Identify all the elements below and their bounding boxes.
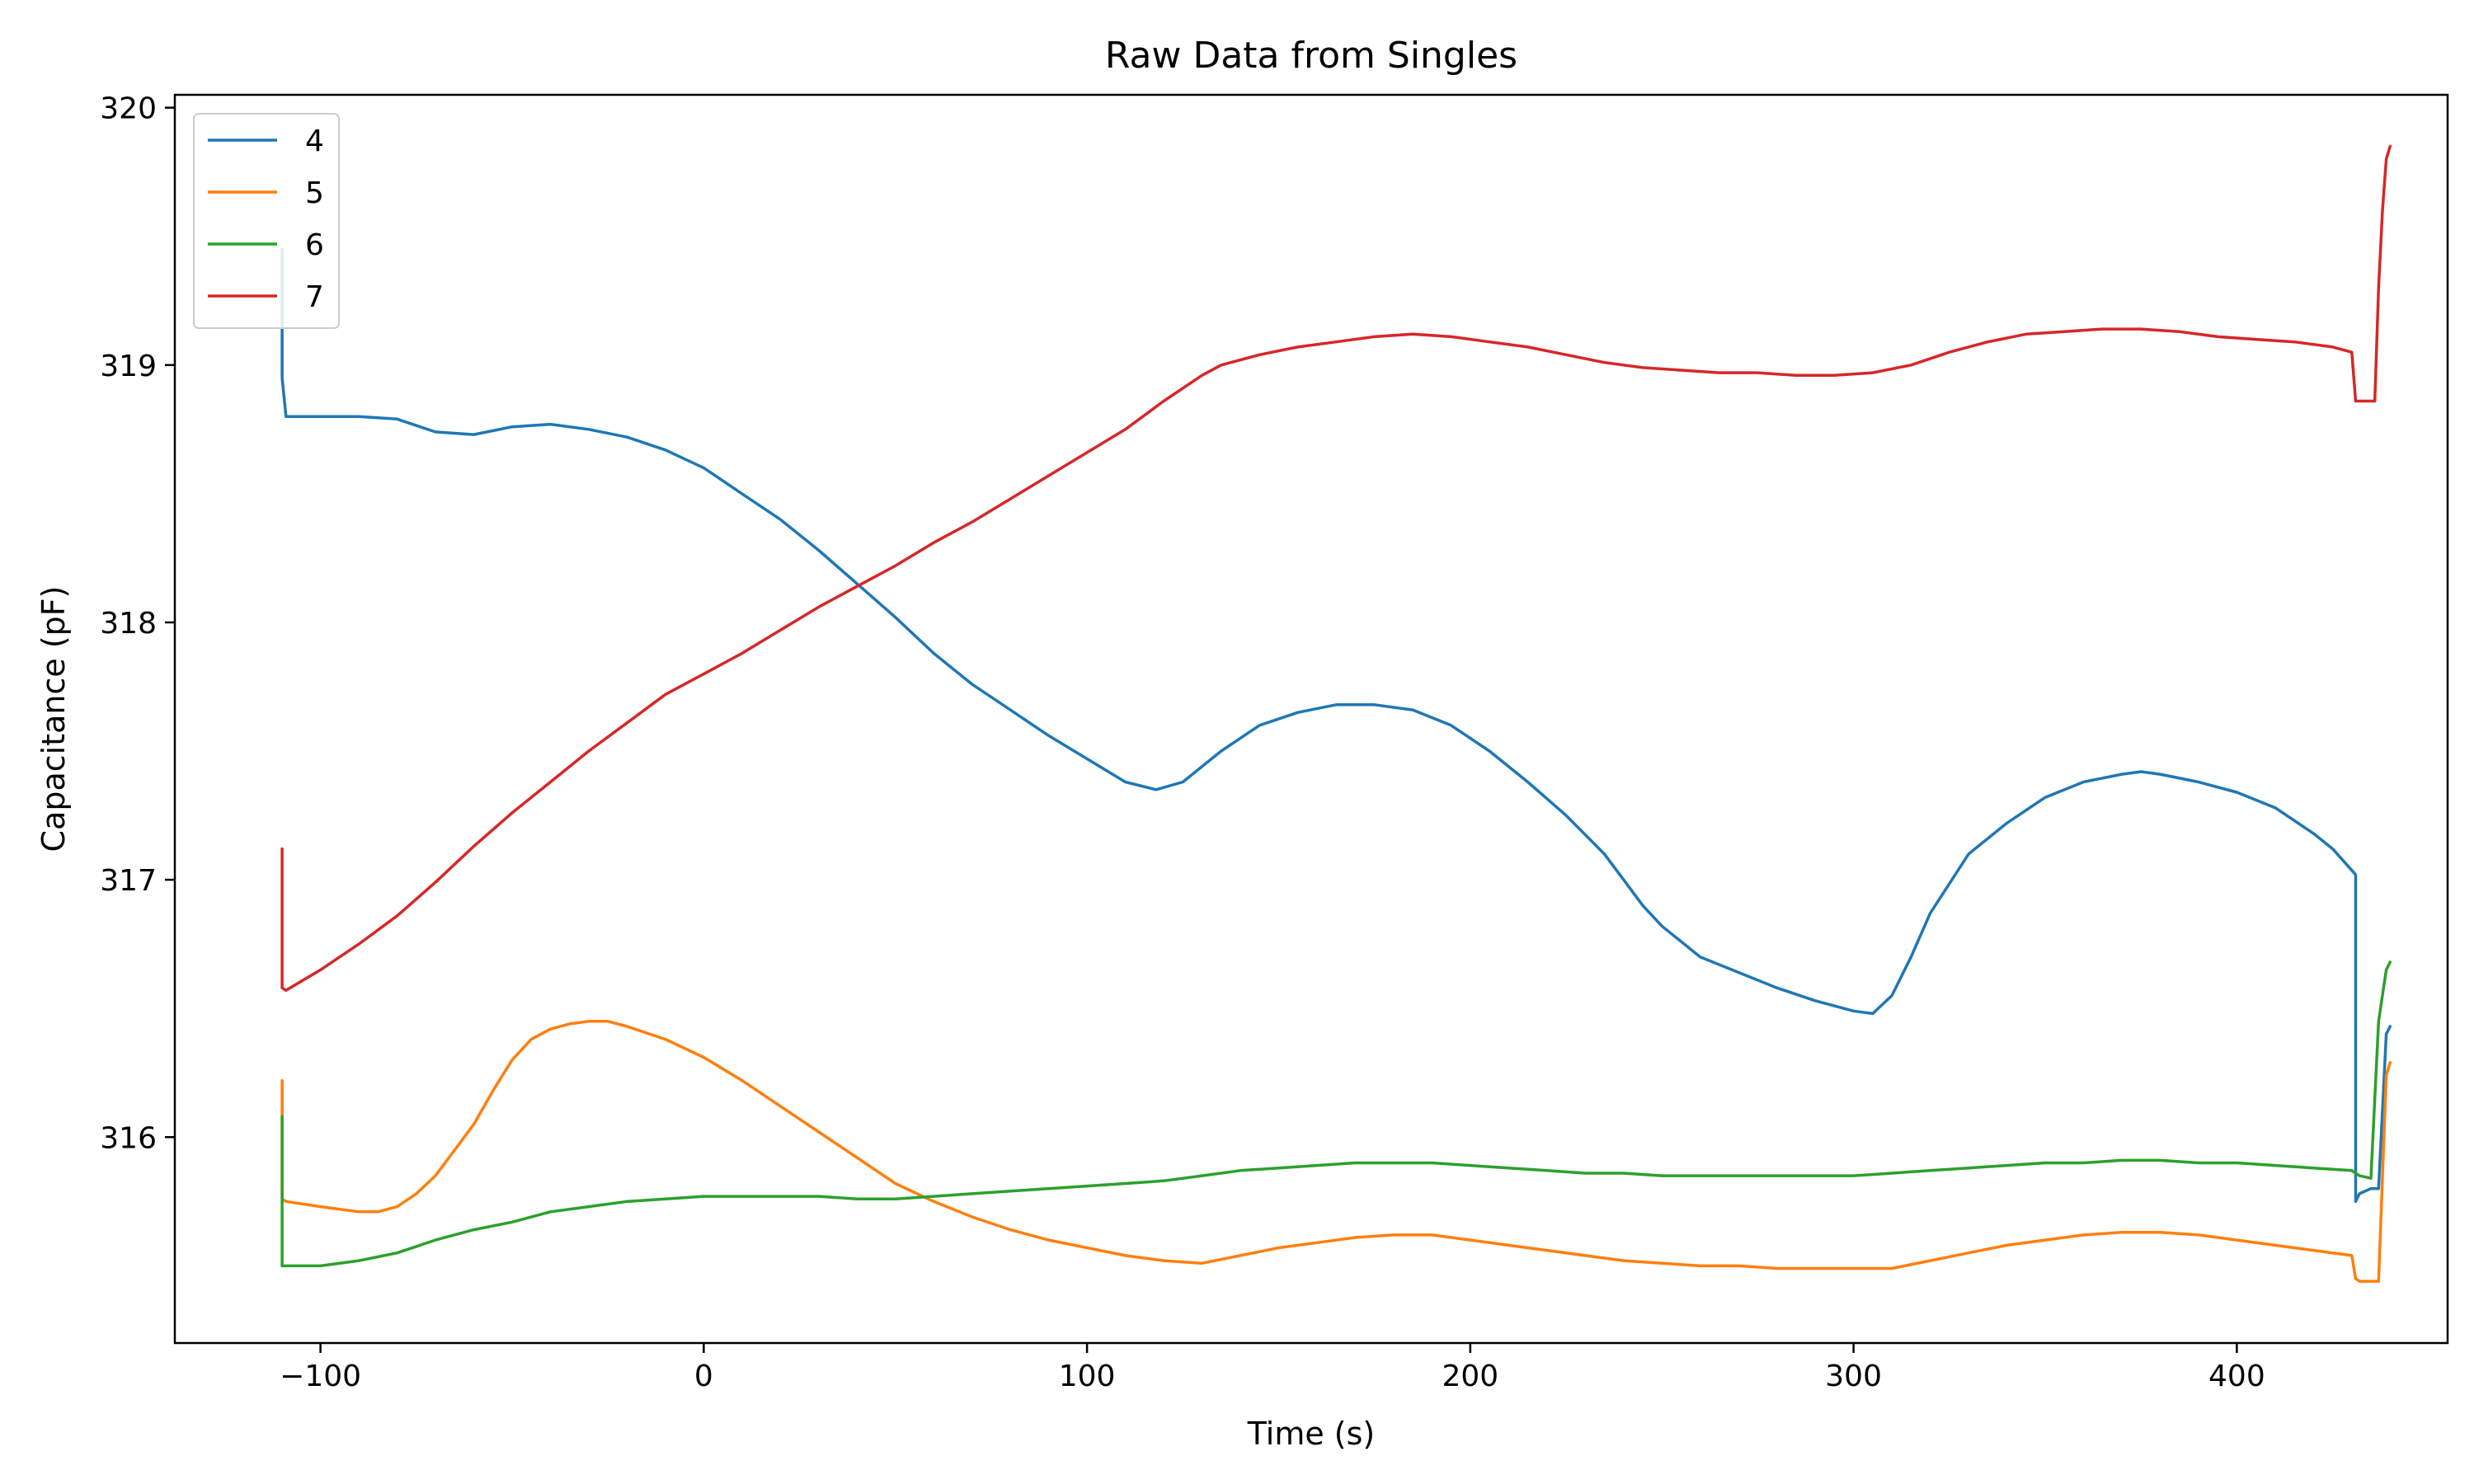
- series-line-4: [280, 247, 2392, 1204]
- x-axis-label: Time (s): [1247, 1416, 1376, 1452]
- series-line-5: [280, 1020, 2392, 1283]
- legend-label-4: 4: [305, 124, 324, 158]
- legend-label-5: 5: [305, 176, 324, 210]
- series-line-7: [280, 144, 2392, 993]
- chart-title: Raw Data from Singles: [1105, 35, 1517, 77]
- y-tick-label: 316: [100, 1121, 157, 1155]
- y-tick-label: 320: [100, 92, 157, 126]
- legend-label-6: 6: [305, 228, 324, 262]
- y-tick-label: 319: [100, 350, 157, 383]
- x-tick-label: −100: [280, 1360, 361, 1393]
- series-line-6: [280, 960, 2392, 1268]
- y-tick-label: 318: [100, 607, 157, 641]
- x-tick-label: 300: [1825, 1360, 1882, 1393]
- legend: 4 5 6 7: [193, 113, 340, 329]
- x-tick-label: 0: [694, 1360, 713, 1393]
- y-axis: 316 317 318 319 320: [100, 92, 175, 1155]
- legend-label-7: 7: [305, 280, 324, 314]
- plot-area-frame: [173, 93, 2449, 1345]
- x-tick-label: 200: [1442, 1360, 1499, 1393]
- x-tick-label: 100: [1059, 1360, 1116, 1393]
- x-axis: −100 0 100 200 300 400: [280, 1343, 2265, 1393]
- legend-box: [193, 113, 340, 329]
- y-axis-label: Capacitance (pF): [35, 586, 72, 852]
- series-layer: [280, 144, 2392, 1283]
- y-tick-label: 317: [100, 864, 157, 898]
- x-tick-label: 400: [2208, 1360, 2265, 1393]
